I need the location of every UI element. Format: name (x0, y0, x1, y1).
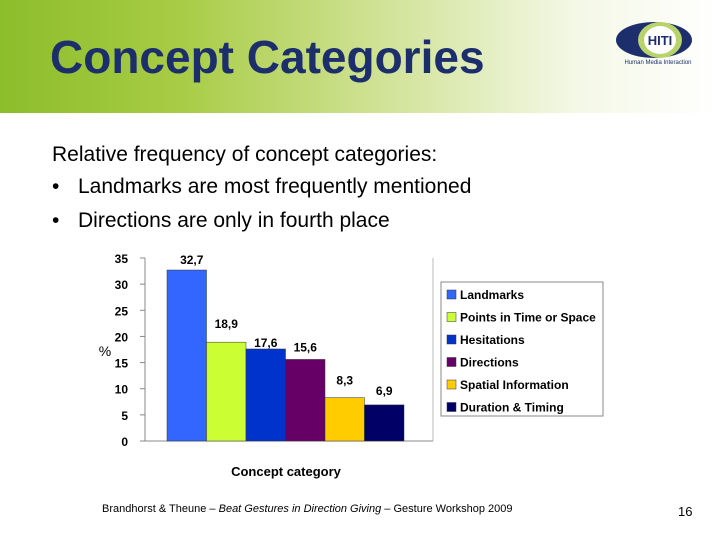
legend-label: Directions (460, 356, 519, 370)
bullet-1-text: Landmarks are most frequently mentioned (78, 175, 472, 198)
bullet-marker: • (52, 175, 60, 198)
bar-data-label: 32,7 (180, 253, 204, 267)
legend-box (440, 281, 604, 417)
y-tick-label: 30 (115, 278, 129, 292)
bullet-marker: • (52, 209, 60, 232)
intro-text: Relative frequency of concept categories… (52, 143, 438, 166)
footer-suffix: – Gesture Workshop 2009 (381, 503, 513, 515)
y-tick-label: 10 (115, 383, 129, 397)
y-tick-label: 0 (121, 435, 128, 449)
bar-data-label: 17,6 (254, 336, 278, 350)
y-tick-label: 5 (121, 409, 128, 423)
y-tick-label: 25 (115, 304, 129, 318)
hiti-logo-icon: HITI (616, 22, 692, 58)
legend-swatch (446, 312, 457, 322)
bar-landmarks (166, 269, 207, 442)
legend: Landmarks Points in Time or Space Hesitati… (446, 288, 596, 415)
y-tick-label: 20 (115, 330, 129, 344)
logo-caption: Human Media Interaction (624, 60, 692, 66)
bullet-2: • Directions are only in fourth place (52, 209, 390, 233)
bar-labels: 32,7 18,9 17,6 15,6 8,3 6,9 (180, 253, 393, 398)
bar-data-label: 6,9 (376, 384, 393, 398)
bars (166, 269, 405, 442)
y-axis-label: % (99, 343, 111, 359)
legend-swatch (446, 357, 457, 367)
bar-duration-timing (364, 404, 405, 442)
slide-title: Concept Categories (50, 31, 485, 83)
page-number: 16 (678, 504, 693, 519)
bullet-2-text: Directions are only in fourth place (78, 209, 390, 232)
header-band (0, 0, 720, 113)
legend-label: Spatial Information (460, 378, 569, 392)
legend-label: Points in Time or Space (460, 311, 596, 325)
legend-label: Duration & Timing (460, 401, 564, 415)
footer: Brandhorst & Theune – Beat Gestures in D… (102, 503, 513, 515)
legend-label: Hesitations (460, 333, 525, 347)
legend-swatch (446, 334, 457, 345)
bar-data-label: 8,3 (336, 374, 353, 388)
bar-directions (285, 359, 326, 442)
legend-swatch (446, 402, 457, 412)
bar-data-label: 18,9 (215, 317, 239, 331)
bar-hesitations (245, 348, 286, 442)
footer-prefix: Brandhorst & Theune – (102, 503, 219, 515)
legend-swatch (446, 289, 457, 300)
y-tick-label: 15 (115, 357, 129, 371)
legend-label: Landmarks (460, 288, 524, 302)
y-ticks: 0 5 10 15 20 25 30 35 (115, 252, 145, 449)
y-tick-label: 35 (115, 252, 129, 266)
legend-swatch (446, 379, 457, 390)
bar-spatial-information (324, 397, 365, 442)
x-axis-label: Concept category (231, 464, 342, 479)
bullet-1: • Landmarks are most frequently mentioned (52, 175, 471, 199)
footer-italic: Beat Gestures in Direction Giving (218, 503, 382, 515)
bar-points-in-time-or-space (206, 341, 247, 442)
bar-data-label: 15,6 (294, 340, 318, 354)
logo-text: HITI (648, 33, 673, 48)
